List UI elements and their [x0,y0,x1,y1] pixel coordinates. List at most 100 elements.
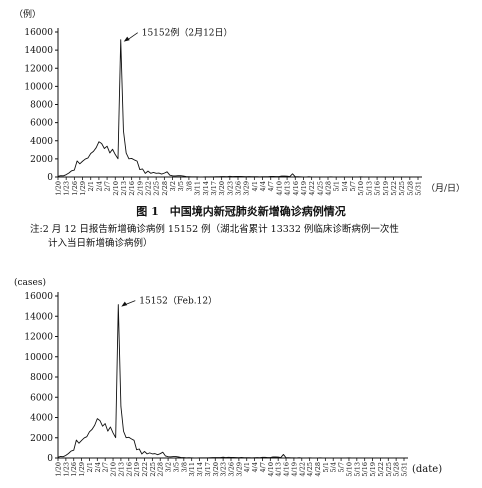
y-tick-label: 12000 [24,64,53,74]
x-tick-label: 1/26 [71,181,79,196]
y-tick-label: 14000 [24,312,53,322]
y-tick-label: 8000 [30,373,53,383]
y-tick-label: 6000 [30,119,53,129]
x-tick-label: 4/7 [267,181,275,191]
x-tick-label: 4/10 [275,181,283,196]
peak-annotation: 15152（Feb.12） [139,296,217,307]
x-tick-label: 2/28 [161,181,169,196]
x-tick-label: 2/28 [157,462,165,477]
x-tick-label: 4/22 [308,181,316,196]
x-tick-label: 1/20 [55,181,63,196]
y-tick-label: 16000 [24,292,53,302]
x-tick-label: 3/26 [235,181,243,196]
x-tick-label: 4/4 [259,181,267,191]
x-tick-label: 3/23 [220,462,228,477]
y-axis-unit: (cases) [14,277,46,288]
x-tick-label: 3/23 [226,181,234,196]
x-tick-label: 4/19 [290,462,298,477]
y-tick-label: 16000 [24,28,53,38]
x-tick-label: 4/7 [259,462,267,472]
x-tick-label: 2/7 [104,181,112,191]
x-tick-label: 5/31 [401,462,409,477]
x-tick-label: 4/19 [300,181,308,196]
x-tick-label: 2/19 [136,181,144,196]
x-tick-label: 5/25 [385,462,393,477]
x-tick-label: 4/25 [316,181,324,196]
x-tick-label: 5/16 [374,181,382,196]
figure-note-line-2: 计入当日新增确诊病例） [48,238,153,249]
x-axis-unit: (date) [412,464,442,475]
annotation-arrow [127,32,138,41]
y-tick-label: 6000 [30,393,53,403]
annotation-arrowhead [121,301,128,307]
x-tick-label: 4/16 [292,181,300,196]
x-tick-label: 3/20 [218,181,226,196]
x-tick-label: 5/22 [377,462,385,477]
x-tick-label: 5/7 [349,181,357,191]
x-tick-label: 5/19 [382,181,390,196]
y-tick-label: 14000 [24,46,53,56]
x-tick-label: 3/29 [235,462,243,477]
x-tick-label: 2/22 [141,462,149,477]
x-tick-label: 4/4 [251,462,259,472]
x-tick-label: 4/28 [325,181,333,196]
x-tick-label: 2/25 [153,181,161,196]
x-tick-labels: 1/20 1/23 1/26 1/29 2/1 2/4 2/7 2/10 2/13 2/16 2/1… [55,177,423,196]
x-tick-label: 3/5 [172,462,180,472]
x-tick-label: 2/13 [117,462,125,477]
y-tick-label: 12000 [24,333,53,343]
x-tick-label: 3/2 [165,462,173,472]
x-tick-label: 3/14 [202,181,210,196]
y-tick-label: 0 [47,173,53,183]
x-tick-label: 4/22 [298,462,306,477]
y-tick-label: 10000 [24,82,53,92]
x-tick-label: 2/1 [86,462,94,472]
y-tick-labels: 0 2000 4000 6000 8000 10000 12000 14000 16000 [24,28,58,183]
x-tick-label: 5/4 [341,181,349,191]
x-tick-label: 5/22 [390,181,398,196]
x-tick-label: 2/7 [102,462,110,472]
x-tick-label: 3/17 [210,181,218,196]
x-tick-label: 4/13 [275,462,283,477]
x-tick-label: 5/28 [393,462,401,477]
y-tick-label: 2000 [30,434,53,444]
x-tick-label: 1/20 [55,462,63,477]
x-tick-label: 5/1 [333,181,341,191]
x-tick-label: 2/22 [145,181,153,196]
x-tick-label: 3/26 [228,462,236,477]
x-tick-label: 4/10 [267,462,275,477]
chart-chinese: （例） 0 2000 4000 6000 8000 10000 12000 14000 1600… [14,8,465,196]
y-tick-labels: 0 2000 4000 6000 8000 10000 12000 14000 16000 [24,292,58,464]
x-tick-label: 1/29 [78,462,86,477]
x-tick-label: 3/14 [196,462,204,477]
x-tick-label: 5/13 [365,181,373,196]
x-tick-label: 2/13 [120,181,128,196]
x-tick-label: 4/1 [251,181,259,191]
x-tick-label: 3/17 [204,462,212,477]
x-tick-label: 5/13 [353,462,361,477]
series-line [57,39,419,178]
figure-title: 图 1 中国境内新冠肺炎新增确诊病例情况 [136,205,346,218]
x-tick-label: 5/19 [369,462,377,477]
x-tick-label: 3/11 [188,462,196,477]
annotation-arrow [125,300,136,305]
x-tick-label: 4/1 [243,462,251,472]
y-tick-label: 8000 [30,101,53,111]
chart-english: (cases) 0 2000 4000 6000 8000 10000 12000 14000… [14,277,442,477]
x-tick-label: 5/10 [357,181,365,196]
x-tick-label: 2/4 [94,462,102,472]
x-tick-label: 3/8 [185,181,193,191]
x-tick-label: 2/4 [95,181,103,191]
x-tick-label: 2/16 [125,462,133,477]
peak-annotation: 15152例（2月12日） [142,27,233,39]
x-tick-label: 2/1 [87,181,95,191]
y-axis-unit: （例） [14,8,41,20]
x-tick-label: 3/29 [243,181,251,196]
x-tick-label: 4/25 [306,462,314,477]
x-tick-label: 5/1 [322,462,330,472]
x-tick-label: 4/16 [283,462,291,477]
x-tick-label: 3/2 [169,181,177,191]
x-tick-label: 5/16 [361,462,369,477]
y-tick-label: 4000 [30,137,53,147]
